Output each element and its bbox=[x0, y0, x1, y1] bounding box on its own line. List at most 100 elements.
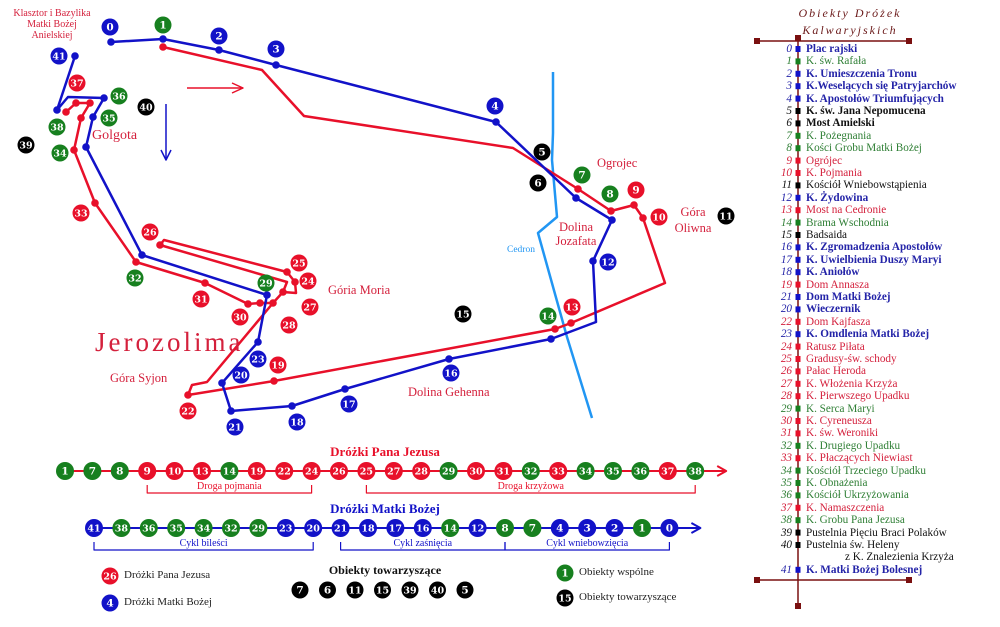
blue-path-stop bbox=[547, 335, 555, 343]
list-item-label: Most Amielski bbox=[806, 117, 875, 130]
timeline-node-16: 16 bbox=[413, 519, 432, 537]
map-station-badge-36: 36 bbox=[110, 87, 128, 105]
badge-number: 13 bbox=[565, 303, 578, 314]
map-station-badge-29: 29 bbox=[257, 274, 275, 292]
badge-number: 10 bbox=[168, 467, 182, 478]
list-marker bbox=[795, 170, 801, 176]
map-station-badge-40: 40 bbox=[137, 98, 155, 116]
timeline-node-35: 35 bbox=[604, 462, 622, 480]
timeline-node-14: 14 bbox=[441, 519, 460, 537]
blue-path-stop bbox=[492, 118, 500, 126]
timeline-node-26: 26 bbox=[330, 462, 348, 480]
list-rule-end bbox=[754, 577, 760, 583]
segment-bracket bbox=[365, 485, 696, 494]
list-item-label: Dom Matki Bożej bbox=[806, 291, 891, 303]
list-item-number: 21 bbox=[780, 291, 792, 303]
list-item-label: Gradusy-św. schody bbox=[806, 353, 897, 365]
red-path-stop bbox=[291, 278, 299, 286]
map-station-badge-38: 38 bbox=[48, 118, 66, 136]
map-station-badge-35: 35 bbox=[100, 109, 118, 127]
badge-circle bbox=[194, 519, 213, 537]
badge-number: 0 bbox=[106, 22, 113, 34]
badge-number: 35 bbox=[102, 114, 115, 125]
badge-number: 33 bbox=[552, 467, 565, 478]
list-item-number: 24 bbox=[780, 340, 792, 353]
map-station-badge-16: 16 bbox=[442, 364, 460, 382]
list-item-label: K. Matki Bożej Bolesnej bbox=[806, 563, 923, 576]
badge-circle bbox=[539, 307, 557, 325]
list-item-number: 41 bbox=[780, 563, 792, 576]
label-dolina-jozafata: Jozafata bbox=[555, 234, 597, 248]
blue-path-stop bbox=[71, 52, 79, 60]
badge-number: 4 bbox=[491, 101, 498, 113]
list-marker bbox=[795, 393, 801, 400]
list-item-number: 35 bbox=[780, 477, 792, 489]
list-marker bbox=[795, 430, 801, 437]
timeline-node-29: 29 bbox=[249, 519, 268, 537]
timeline-node-9: 9 bbox=[138, 462, 157, 480]
badge-number: 6 bbox=[324, 585, 331, 597]
badge-circle bbox=[302, 462, 321, 480]
legend-companion-badge-7: 7 bbox=[291, 581, 309, 599]
list-rule-end bbox=[906, 577, 912, 583]
map-station-badge-32: 32 bbox=[126, 269, 144, 287]
map-station-badge-6: 6 bbox=[529, 174, 547, 192]
badge-circle bbox=[101, 567, 119, 585]
badge-circle bbox=[280, 316, 298, 334]
list-marker bbox=[795, 70, 801, 77]
badge-circle bbox=[231, 308, 249, 326]
list-marker bbox=[795, 318, 801, 325]
list-item-number: 17 bbox=[780, 253, 792, 266]
legend-companion-badge-15: 15 bbox=[374, 581, 391, 599]
timeline-node-23: 23 bbox=[276, 519, 295, 537]
list-item-label: Brama Wschodnia bbox=[806, 216, 889, 229]
segment-bracket bbox=[146, 485, 313, 494]
blue-path-stop bbox=[445, 355, 453, 363]
badge-number: 40 bbox=[139, 103, 153, 114]
badge-circle bbox=[357, 462, 376, 480]
badge-circle bbox=[441, 519, 460, 537]
legend-companion-key-badge: 15 bbox=[556, 589, 574, 607]
badge-circle bbox=[601, 185, 619, 203]
list-item-number: 18 bbox=[780, 266, 792, 279]
badge-number: 1 bbox=[159, 20, 166, 32]
list-item-number: 34 bbox=[780, 464, 792, 477]
arrow-head-icon bbox=[716, 465, 728, 477]
list-item-number: 36 bbox=[780, 489, 792, 502]
list-item-label: K. Żydowina bbox=[806, 191, 869, 204]
badge-number: 21 bbox=[228, 423, 241, 434]
badge-number: 12 bbox=[601, 258, 614, 269]
segment-bracket bbox=[93, 542, 314, 551]
badge-circle bbox=[331, 519, 350, 537]
list-item-number: 32 bbox=[780, 439, 792, 452]
red-path-stop bbox=[269, 299, 277, 307]
blue-path-stop bbox=[227, 407, 235, 415]
badge-circle bbox=[359, 519, 377, 537]
list-item-number: 16 bbox=[780, 241, 792, 254]
timeline-node-35: 35 bbox=[167, 519, 186, 537]
badge-number: 26 bbox=[103, 572, 117, 583]
list-item-number: 7 bbox=[786, 129, 792, 142]
badge-circle bbox=[51, 144, 69, 162]
map-station-badge-24: 24 bbox=[299, 272, 317, 290]
label-klasztor: Klasztor i Bazylika bbox=[13, 8, 91, 19]
list-item-label: Most na Cedronie bbox=[806, 204, 887, 217]
badge-number: 32 bbox=[224, 524, 237, 535]
badge-circle bbox=[523, 519, 542, 537]
list-item-label: z K. Znalezienia Krzyża bbox=[845, 551, 954, 564]
list-item-number: 8 bbox=[786, 142, 792, 155]
badge-number: 19 bbox=[271, 361, 285, 372]
timeline-node-0: 0 bbox=[660, 519, 679, 537]
badge-circle bbox=[276, 519, 295, 537]
badge-number: 29 bbox=[252, 524, 266, 535]
list-marker bbox=[795, 343, 801, 350]
badge-circle bbox=[319, 581, 336, 599]
badge-circle bbox=[48, 118, 66, 136]
timeline-node-21: 21 bbox=[331, 519, 350, 537]
list-item-label: Dom Annasza bbox=[806, 278, 870, 291]
list-item-number: 23 bbox=[780, 328, 792, 341]
list-marker bbox=[795, 157, 801, 164]
badge-circle bbox=[650, 208, 668, 226]
list-marker bbox=[795, 442, 801, 449]
